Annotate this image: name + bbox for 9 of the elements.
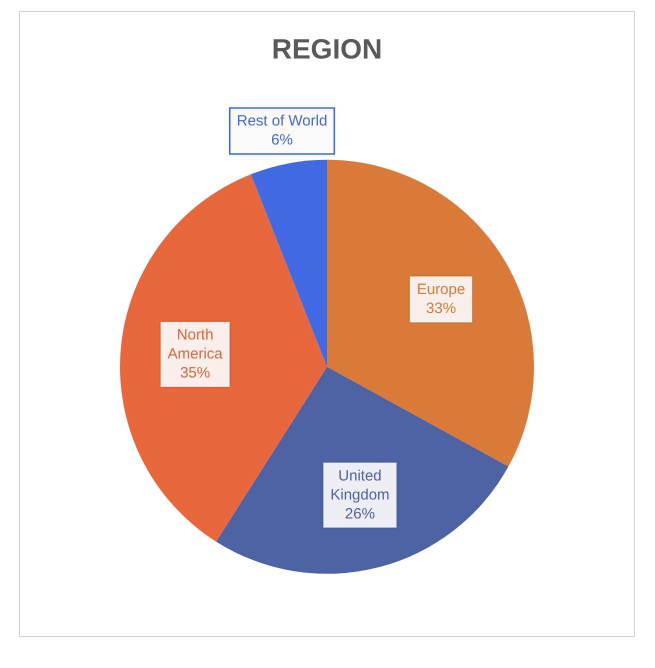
data-label: 33% bbox=[426, 300, 456, 318]
data-label: 6% bbox=[271, 132, 293, 149]
slice-label: United Kingdom bbox=[330, 467, 390, 504]
data-label: 35% bbox=[180, 364, 210, 382]
slice-label: Europe bbox=[416, 281, 466, 298]
slice-label: North America bbox=[168, 326, 224, 362]
chart-title: REGION bbox=[272, 34, 382, 65]
slice-label: Rest of World bbox=[236, 112, 328, 130]
data-label: 26% bbox=[344, 505, 375, 522]
